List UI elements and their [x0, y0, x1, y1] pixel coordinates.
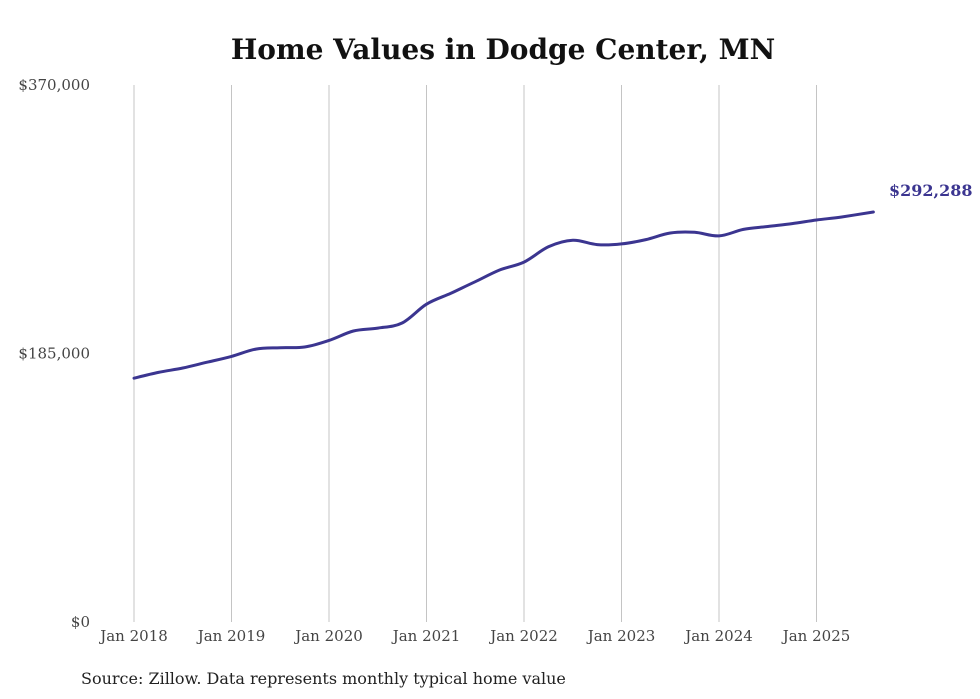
x-tick-label: Jan 2019 — [196, 627, 266, 645]
series-line-home-value — [132, 210, 875, 380]
x-axis-ticks: Jan 2018 Jan 2019 Jan 2020 Jan 2021 Jan 2022… — [98, 627, 850, 645]
source-note: Source: Zillow. Data represents monthly … — [81, 669, 566, 688]
y-axis-ticks: $0 $185,000 $370,000 — [18, 76, 90, 631]
gridlines — [133, 85, 817, 622]
x-tick-label: Jan 2025 — [781, 627, 851, 645]
end-value-label: $292,288 — [889, 181, 973, 200]
y-tick-label: $370,000 — [18, 76, 90, 94]
x-tick-label: Jan 2021 — [391, 627, 461, 645]
y-tick-label: $0 — [71, 613, 90, 631]
x-tick-label: Jan 2024 — [683, 627, 753, 645]
x-tick-label: Jan 2022 — [488, 627, 558, 645]
x-tick-label: Jan 2023 — [586, 627, 656, 645]
chart-title: Home Values in Dodge Center, MN — [231, 33, 775, 66]
y-tick-label: $185,000 — [18, 345, 90, 363]
x-tick-label: Jan 2018 — [98, 627, 168, 645]
x-tick-label: Jan 2020 — [293, 627, 363, 645]
